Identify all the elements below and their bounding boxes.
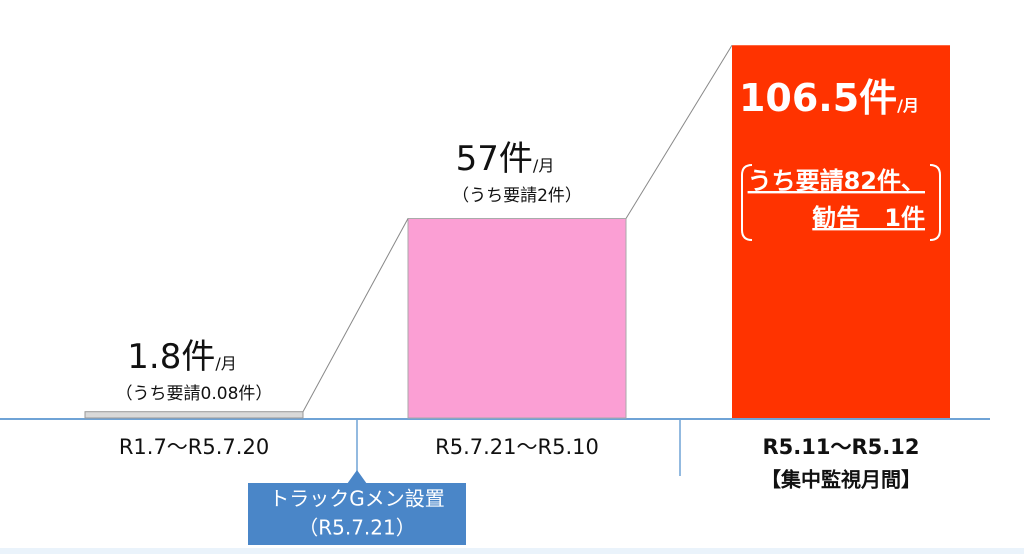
annotation-box [248,483,466,545]
value-text: 57件 [456,139,533,179]
bracket-right [929,164,941,241]
x-tick-label: R5.11～R5.12 [763,435,920,459]
value-text: 1.8件 [127,337,215,377]
bracket-left [741,164,753,241]
value-text: 106.5件 [739,76,897,120]
bar [84,411,304,419]
value-label: 106.5件/月 [739,76,919,120]
bar [732,45,950,418]
detail-line: うち要請82件、 [748,167,925,195]
annotation-line: トラックGメン設置 [269,487,445,511]
annotation-line: （R5.7.21） [298,516,416,540]
detail-line: 勧告 1件 [812,204,925,232]
sub-label: （うち要請0.08件） [116,384,273,404]
footer-band [0,548,1024,554]
x-tick-label: R1.7～R5.7.20 [119,435,269,459]
value-label: 57件/月 [456,139,555,179]
unit-label: /月 [897,96,919,115]
bar [407,218,627,419]
connector [625,44,733,219]
sub-label: （うち要請2件） [452,186,582,206]
connector [302,218,409,412]
category-note: 【集中監視月間】 [761,468,921,492]
annotation-pointer [347,470,367,484]
unit-label: /月 [533,156,554,175]
unit-label: /月 [215,354,236,373]
x-tick-label: R5.7.21～R5.10 [435,435,599,459]
value-label: 1.8件/月 [127,337,236,377]
